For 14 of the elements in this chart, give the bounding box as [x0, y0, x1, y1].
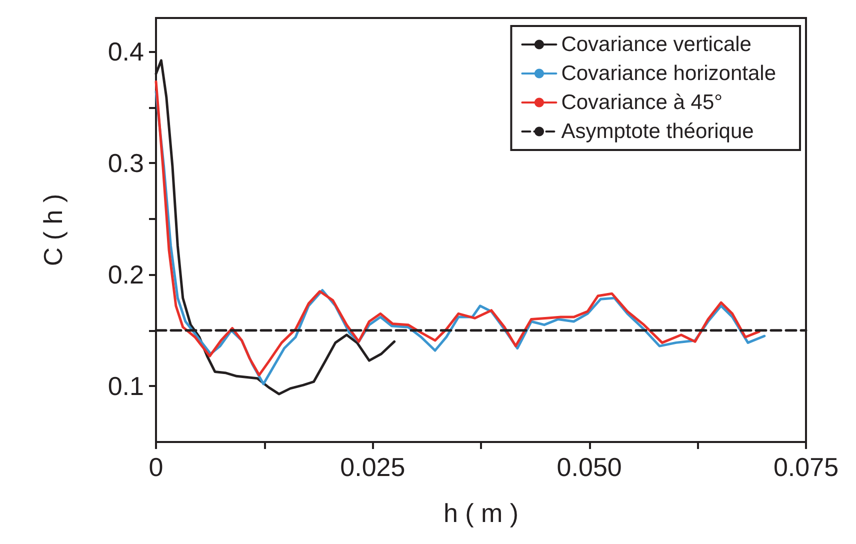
legend-label: Covariance à 45° — [561, 91, 723, 114]
y-tick-label: 0.3 — [108, 148, 144, 178]
y-tick-label: 0.2 — [108, 260, 144, 290]
legend-label: Covariance horizontale — [561, 62, 776, 85]
x-tick-label: 0 — [148, 452, 164, 482]
legend-label: Asymptote théorique — [561, 120, 754, 143]
y-tick-label: 0.1 — [108, 371, 144, 402]
legend-label: Covariance verticale — [561, 33, 752, 56]
y-tick-label: 0.4 — [108, 36, 144, 66]
x-tick-label: 0.025 — [340, 452, 406, 482]
x-axis-title: h ( m ) — [443, 498, 519, 528]
y-axis-title: C ( h ) — [38, 194, 68, 266]
x-tick-label: 0.075 — [773, 452, 839, 482]
x-tick-label: 0.050 — [556, 452, 622, 482]
